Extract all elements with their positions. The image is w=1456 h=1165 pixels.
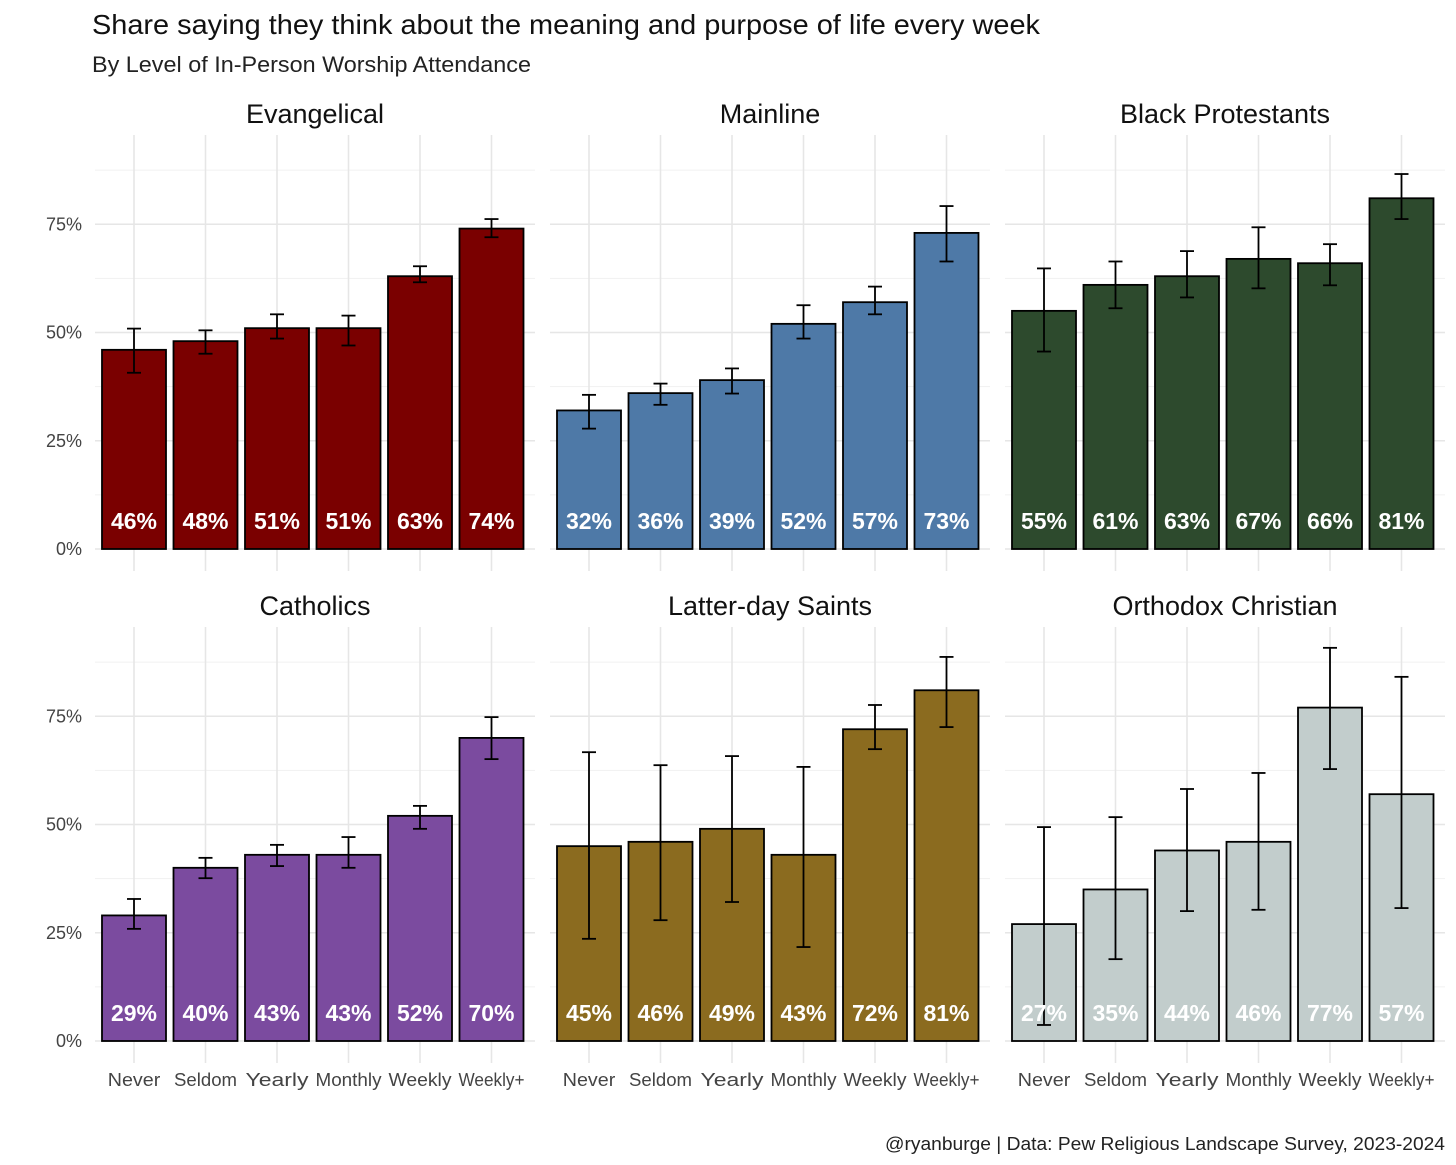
- facet-title: Orthodox Christian: [1112, 591, 1337, 621]
- y-tick-label: 50%: [46, 815, 82, 835]
- bar-value-label: 74%: [468, 508, 514, 534]
- bar-value-label: 45%: [566, 1000, 612, 1026]
- bar-value-label: 43%: [254, 1000, 300, 1026]
- x-tick-label: Monthly: [1226, 1070, 1292, 1090]
- x-tick-label: Weekly+: [1369, 1070, 1435, 1090]
- chart-title: Share saying they think about the meanin…: [92, 9, 1041, 40]
- bar: [172, 340, 239, 550]
- bar-value-label: 66%: [1307, 508, 1353, 534]
- bar-value-label: 46%: [637, 1000, 683, 1026]
- bar-value-label: 77%: [1307, 1000, 1353, 1026]
- bar-value-label: 52%: [397, 1000, 443, 1026]
- x-tick-label: Weekly: [389, 1070, 452, 1090]
- y-tick-label: 0%: [56, 539, 82, 559]
- y-tick-label: 50%: [46, 323, 82, 343]
- chart-caption: @ryanburge | Data: Pew Religious Landsca…: [885, 1134, 1445, 1154]
- bar: [458, 227, 525, 550]
- x-tick-label: Weekly+: [459, 1070, 525, 1090]
- bar-value-label: 63%: [1164, 508, 1210, 534]
- facet-panel-orthodox-christian: Orthodox Christian 27% 35% 44% 46% 77% 57% Neve…: [1005, 591, 1445, 1090]
- x-tick-label: Never: [1018, 1070, 1071, 1090]
- x-tick-label: Yearly: [701, 1070, 764, 1090]
- x-tick-label: Never: [108, 1070, 161, 1090]
- bar-value-label: 49%: [709, 1000, 755, 1026]
- bar-value-label: 55%: [1021, 508, 1067, 534]
- facet-title: Mainline: [720, 99, 821, 129]
- bar: [315, 327, 382, 550]
- bar-value-label: 46%: [111, 508, 157, 534]
- bar: [627, 392, 694, 550]
- bar: [244, 853, 310, 1042]
- x-tick-label: Weekly+: [914, 1070, 980, 1090]
- x-tick-label: Never: [563, 1070, 616, 1090]
- bar-value-label: 46%: [1235, 1000, 1281, 1026]
- bar-value-label: 44%: [1164, 1000, 1210, 1026]
- bar: [1225, 257, 1292, 550]
- bar: [842, 728, 908, 1042]
- facet-panel-black-protestants: Black Protestants 55% 61% 63% 67% 66% 81%: [1005, 99, 1445, 571]
- bar-value-label: 70%: [468, 1000, 514, 1026]
- facet-panel-evangelical: Evangelical 0% 25% 50% 75% 46% 48% 51% 51% 63% 74%: [46, 99, 535, 571]
- bar-value-label: 63%: [397, 508, 443, 534]
- x-tick-label: Seldom: [1084, 1070, 1147, 1090]
- bar-value-label: 81%: [923, 1000, 969, 1026]
- bar: [101, 914, 167, 1042]
- facet-title: Catholics: [259, 591, 370, 621]
- x-tick-label: Monthly: [771, 1070, 837, 1090]
- bar: [1154, 275, 1220, 550]
- bar: [699, 379, 765, 550]
- bar: [1368, 197, 1435, 550]
- bar: [101, 348, 167, 550]
- bar-value-label: 27%: [1021, 1000, 1067, 1026]
- x-tick-label: Weekly: [1299, 1070, 1362, 1090]
- bar-value-label: 35%: [1092, 1000, 1138, 1026]
- bar-value-label: 61%: [1092, 508, 1138, 534]
- bar-value-label: 67%: [1235, 508, 1281, 534]
- bar-value-label: 51%: [254, 508, 300, 534]
- bar: [244, 327, 310, 550]
- bar: [913, 232, 980, 550]
- bar-value-label: 52%: [780, 508, 826, 534]
- x-tick-label: Yearly: [1156, 1070, 1219, 1090]
- y-tick-label: 25%: [46, 923, 82, 943]
- facet-title: Evangelical: [246, 99, 384, 129]
- facet-title: Black Protestants: [1120, 99, 1330, 129]
- bar-value-label: 48%: [182, 508, 228, 534]
- bar: [913, 689, 980, 1042]
- chart-subtitle: By Level of In-Person Worship Attendance: [92, 52, 531, 77]
- bar-value-label: 36%: [637, 508, 683, 534]
- bar: [1297, 262, 1363, 550]
- x-tick-label: Seldom: [174, 1070, 237, 1090]
- bar: [458, 737, 525, 1042]
- bar-value-label: 81%: [1378, 508, 1424, 534]
- y-tick-label: 0%: [56, 1031, 82, 1051]
- x-tick-label: Yearly: [246, 1070, 309, 1090]
- x-tick-label: Weekly: [844, 1070, 907, 1090]
- bar: [387, 275, 453, 550]
- bar-value-label: 40%: [182, 1000, 228, 1026]
- bar-value-label: 72%: [852, 1000, 898, 1026]
- bar-value-label: 43%: [325, 1000, 371, 1026]
- y-tick-label: 75%: [46, 214, 82, 234]
- y-tick-label: 75%: [46, 706, 82, 726]
- bar: [556, 409, 622, 550]
- bar-value-label: 43%: [780, 1000, 826, 1026]
- bar-value-label: 39%: [709, 508, 755, 534]
- facet-panel-mainline: Mainline 32% 36% 39% 52% 57% 73%: [550, 99, 990, 571]
- y-tick-label: 25%: [46, 431, 82, 451]
- facet-panel-latter-day-saints: Latter-day Saints 45% 46% 49% 43% 72% 81% Never…: [550, 591, 990, 1090]
- bar-value-label: 32%: [566, 508, 612, 534]
- bar: [315, 853, 382, 1042]
- bar-value-label: 57%: [852, 508, 898, 534]
- x-tick-label: Seldom: [629, 1070, 692, 1090]
- bar-value-label: 29%: [111, 1000, 157, 1026]
- bar: [842, 301, 908, 550]
- bar-value-label: 51%: [325, 508, 371, 534]
- facet-panel-catholics: Catholics 0% 25% 50% 75% 29% 40% 43% 43% 52% 70% Ne…: [46, 591, 535, 1090]
- facet-title: Latter-day Saints: [668, 591, 872, 621]
- bar-value-label: 73%: [923, 508, 969, 534]
- bar-value-label: 57%: [1378, 1000, 1424, 1026]
- x-tick-label: Monthly: [316, 1070, 382, 1090]
